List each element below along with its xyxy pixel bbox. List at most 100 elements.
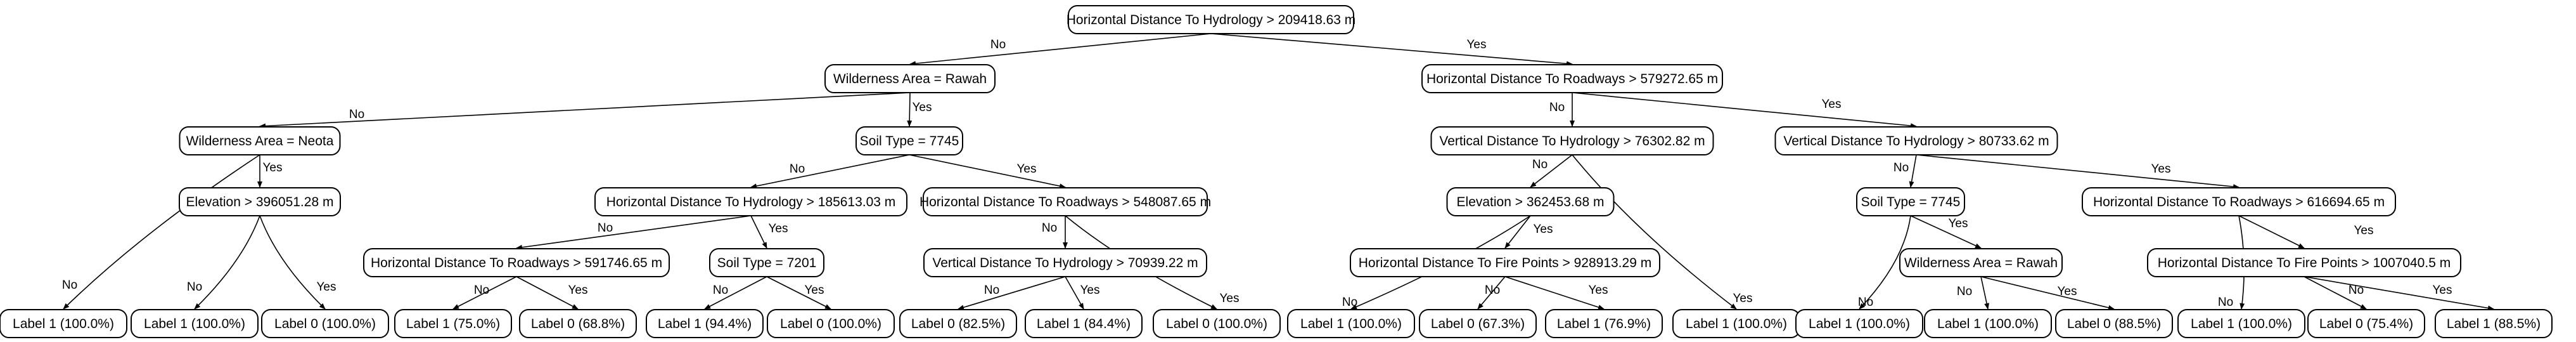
leaf-label: Label 0 (67.3%) [1431, 317, 1525, 331]
edge-label-no: No [1957, 285, 1972, 298]
decision-node: Horizontal Distance To Hydrology > 20941… [1067, 5, 1355, 34]
edge-label-no: No [790, 162, 805, 176]
edge-label-yes: Yes [1017, 162, 1037, 176]
edge-line [1210, 33, 1573, 67]
edge-label-no: No [990, 38, 1006, 51]
edge-line [63, 154, 260, 310]
edge-line [259, 92, 911, 129]
tree-edge: No [704, 276, 767, 310]
node-box [855, 126, 963, 155]
tree-edge: Yes [1572, 92, 1917, 129]
edge-line [750, 215, 767, 249]
edge-label-yes: Yes [1589, 284, 1608, 297]
leaf-node: Label 0 (88.5%) [2055, 309, 2173, 338]
leaf-label: Label 1 (76.9%) [1557, 317, 1651, 331]
node-box [1068, 5, 1354, 34]
edge-label-yes: Yes [2058, 285, 2077, 298]
node-box [363, 248, 670, 277]
node-box [1795, 309, 1923, 338]
edge-label-no: No [62, 279, 77, 292]
leaf-node: Label 1 (100.0%) [131, 309, 259, 338]
edge-label-yes: Yes [1822, 98, 1842, 111]
tree-edge: No [750, 154, 910, 189]
edge-line [1530, 154, 1573, 188]
leaf-label: Label 1 (94.4%) [658, 317, 752, 331]
decision-node: Horizontal Distance To Fire Points > 100… [2147, 248, 2461, 277]
node-box [2177, 309, 2305, 338]
edge-line [1980, 276, 2115, 310]
edge-line [1980, 276, 1990, 310]
tree-edge: Yes [750, 215, 788, 249]
split-condition: Horizontal Distance To Roadways > 616694… [2093, 195, 2385, 209]
node-box [923, 187, 1208, 216]
tree-edge: No [62, 154, 260, 310]
edge-line [750, 154, 910, 189]
split-condition: Soil Type = 7745 [1861, 195, 1961, 209]
edge-line [516, 276, 579, 310]
leaf-label: Label 1 (100.0%) [1300, 317, 1402, 331]
split-condition: Wilderness Area = Rawah [833, 72, 987, 86]
tree-edge: No [1894, 154, 1917, 188]
node-box [2435, 309, 2553, 338]
tree-edge: Yes [1916, 154, 2240, 190]
decision-node: Elevation > 396051.28 m [179, 187, 341, 216]
edge-label-yes: Yes [1220, 292, 1240, 305]
edge-label-yes: Yes [263, 161, 283, 174]
edge-label-no: No [713, 284, 728, 297]
node-box [646, 309, 764, 338]
tree-edge: No [516, 215, 752, 250]
decision-node: Soil Type = 7745 [855, 126, 963, 155]
edge-label-no: No [1549, 101, 1565, 114]
tree-edge: No [2304, 276, 2367, 310]
leaf-node: Label 1 (94.4%) [646, 309, 764, 338]
leaf-label: Label 0 (100.0%) [780, 317, 881, 331]
leaf-node: Label 1 (100.0%) [1287, 309, 1415, 338]
node-box [2307, 309, 2425, 338]
tree-edge: No [259, 92, 911, 129]
split-condition: Vertical Distance To Hydrology > 76302.8… [1439, 134, 1705, 148]
leaf-label: Label 1 (100.0%) [13, 317, 114, 331]
tree-edge: Yes [1910, 215, 1982, 249]
node-box [2147, 248, 2461, 277]
edge-line [1572, 154, 1737, 310]
leaf-node: Label 1 (75.0%) [394, 309, 512, 338]
tree-edge: No [187, 215, 260, 310]
node-box [2055, 309, 2173, 338]
decision-node: Soil Type = 7745 [1856, 187, 1965, 216]
leaf-label: Label 0 (100.0%) [274, 317, 376, 331]
decision-node: Horizontal Distance To Roadways > 616694… [2082, 187, 2396, 216]
node-box [1924, 309, 2052, 338]
decision-node: Wilderness Area = Rawah [1899, 248, 2063, 277]
edge-line [1065, 276, 1084, 310]
split-condition: Wilderness Area = Neota [186, 134, 334, 148]
leaf-label: Label 0 (75.4%) [2319, 317, 2413, 331]
leaf-label: Label 1 (75.0%) [406, 317, 500, 331]
edge-line [907, 92, 913, 127]
leaf-label: Label 1 (100.0%) [1686, 317, 1787, 331]
node-box [1430, 126, 1714, 155]
split-condition: Vertical Distance To Hydrology > 80733.6… [1783, 134, 2049, 148]
edge-label-yes: Yes [2354, 224, 2374, 237]
split-condition: Horizontal Distance To Hydrology > 18561… [606, 195, 896, 209]
decision-node: Wilderness Area = Rawah [824, 64, 996, 93]
node-box [767, 309, 895, 338]
node-box [394, 309, 512, 338]
node-box [1025, 309, 1143, 338]
leaf-label: Label 1 (100.0%) [1937, 317, 2039, 331]
leaf-node: Label 1 (100.0%) [1672, 309, 1800, 338]
split-condition: Soil Type = 7201 [717, 256, 817, 270]
edge-line [2304, 276, 2367, 310]
edge-label-yes: Yes [1080, 284, 1100, 297]
edge-line [704, 276, 767, 310]
node-box [1446, 187, 1615, 216]
decision-node: Soil Type = 7201 [709, 248, 824, 277]
edge-line [2304, 276, 2494, 311]
leaf-label: Label 0 (100.0%) [1166, 317, 1267, 331]
nodes-layer: Horizontal Distance To Hydrology > 20941… [0, 5, 2553, 338]
node-box [261, 309, 389, 338]
edge-label-yes: Yes [568, 284, 588, 297]
edge-label-no: No [187, 280, 202, 294]
leaf-node: Label 0 (67.3%) [1419, 309, 1537, 338]
tree-edge: Yes [1504, 276, 1608, 310]
leaf-label: Label 0 (82.5%) [911, 317, 1005, 331]
